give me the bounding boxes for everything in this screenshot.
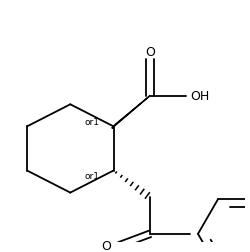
Text: OH: OH (190, 90, 210, 103)
Text: O: O (101, 239, 111, 252)
Text: or1: or1 (85, 171, 100, 180)
Text: or1: or1 (85, 118, 100, 127)
Polygon shape (112, 96, 150, 129)
Text: O: O (145, 46, 155, 59)
